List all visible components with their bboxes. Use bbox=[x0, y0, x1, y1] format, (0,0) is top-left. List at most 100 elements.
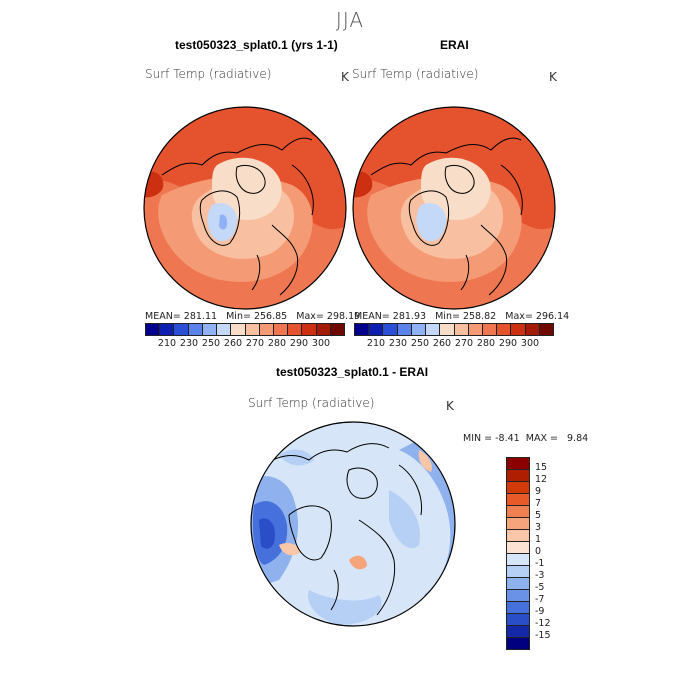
diff-colorbar bbox=[506, 457, 530, 650]
colorbar-swatch bbox=[397, 324, 412, 335]
colorbar-swatch bbox=[468, 324, 483, 335]
colorbar-tick-label: -3 bbox=[535, 570, 545, 581]
colorbar-swatch bbox=[440, 324, 455, 335]
panel1-title: test050323_splat0.1 (yrs 1-1) bbox=[175, 38, 338, 52]
panel2-stats: MEAN= 281.93 Min= 258.82 Max= 296.14 bbox=[354, 311, 569, 322]
panel1-colorbar-ticks: 210 230 250 260 270 280 290 300 bbox=[145, 338, 343, 350]
panel1-variable-label: Surf Temp (radiative) bbox=[145, 67, 272, 81]
colorbar-swatch bbox=[426, 324, 441, 335]
colorbar-swatch bbox=[160, 324, 175, 335]
colorbar-swatch bbox=[217, 324, 232, 335]
colorbar-swatch bbox=[507, 542, 529, 554]
panel2-min-value: 258.82 bbox=[462, 311, 497, 322]
panel2-coastlines bbox=[370, 137, 523, 296]
colorbar-swatch bbox=[273, 324, 289, 335]
diff-panel-title: test050323_splat0.1 - ERAI bbox=[276, 365, 429, 379]
colorbar-swatch bbox=[355, 324, 370, 335]
colorbar-tick-label: 250 bbox=[201, 338, 221, 349]
colorbar-swatch bbox=[507, 482, 529, 494]
colorbar-tick-label: 210 bbox=[157, 338, 177, 349]
diff-colorbar-ticks: 15 12 9 7 5 3 1 0 -1 -3 -5 -7 -9 -12 -15 bbox=[535, 457, 575, 641]
colorbar-swatch bbox=[507, 506, 529, 518]
colorbar-tick-label: 300 bbox=[520, 338, 540, 349]
colorbar-swatch bbox=[507, 578, 529, 590]
colorbar-swatch bbox=[302, 324, 317, 335]
colorbar-swatch bbox=[507, 626, 529, 638]
colorbar-tick-label: 9 bbox=[535, 486, 542, 497]
colorbar-swatch bbox=[507, 470, 529, 482]
colorbar-tick-label: 1 bbox=[535, 534, 542, 545]
colorbar-swatch bbox=[369, 324, 384, 335]
colorbar-tick-label: 12 bbox=[535, 474, 548, 485]
colorbar-tick-label: 0 bbox=[535, 546, 542, 557]
diff-variable-label: Surf Temp (radiative) bbox=[248, 396, 375, 410]
colorbar-tick-label: 280 bbox=[476, 338, 496, 349]
panel1-temperature-field bbox=[144, 107, 346, 309]
colorbar-tick-label: 7 bbox=[535, 498, 542, 509]
panel2-colorbar-ticks: 210 230 250 260 270 280 290 300 bbox=[354, 338, 552, 350]
panel1-min-value: 256.85 bbox=[253, 311, 288, 322]
panel2-temperature-field bbox=[353, 107, 555, 309]
colorbar-swatch bbox=[202, 324, 218, 335]
diff-max-label: MAX = bbox=[525, 433, 558, 444]
panel1-coastlines bbox=[161, 137, 314, 296]
colorbar-tick-label: -5 bbox=[535, 582, 545, 593]
colorbar-tick-label: 230 bbox=[388, 338, 408, 349]
colorbar-swatch bbox=[539, 324, 554, 335]
panel1-min-label: Min= bbox=[226, 311, 251, 322]
colorbar-swatch bbox=[497, 324, 512, 335]
colorbar-tick-label: -9 bbox=[535, 606, 545, 617]
diff-max-value: 9.84 bbox=[567, 433, 589, 444]
panel2-max-value: 296.14 bbox=[535, 311, 570, 322]
colorbar-tick-label: 260 bbox=[223, 338, 243, 349]
colorbar-swatch bbox=[525, 324, 540, 335]
panel1-max-value: 298.19 bbox=[326, 311, 361, 322]
colorbar-swatch bbox=[174, 324, 189, 335]
panel2-mean-value: 281.93 bbox=[392, 311, 427, 322]
panel1-colorbar bbox=[145, 323, 345, 336]
colorbar-swatch bbox=[507, 518, 529, 530]
diff-minmax: MIN = -8.41 MAX = 9.84 bbox=[463, 433, 588, 444]
colorbar-swatch bbox=[507, 458, 529, 470]
colorbar-swatch bbox=[288, 324, 303, 335]
colorbar-tick-label: 260 bbox=[432, 338, 452, 349]
colorbar-tick-label: 15 bbox=[535, 462, 548, 473]
colorbar-tick-label: 230 bbox=[179, 338, 199, 349]
colorbar-tick-label: -15 bbox=[535, 630, 551, 641]
colorbar-swatch bbox=[507, 530, 529, 542]
diff-min-value: -8.41 bbox=[495, 433, 520, 444]
diff-min-label: MIN = bbox=[463, 433, 493, 444]
colorbar-swatch bbox=[245, 324, 260, 335]
colorbar-swatch bbox=[259, 324, 274, 335]
colorbar-swatch bbox=[146, 324, 161, 335]
panel2-variable-label: Surf Temp (radiative) bbox=[352, 67, 479, 81]
panel2-mean-label: MEAN= bbox=[354, 311, 390, 322]
panel1-mean-value: 281.11 bbox=[183, 311, 218, 322]
colorbar-swatch bbox=[316, 324, 331, 335]
panel2-max-label: Max= bbox=[505, 311, 533, 322]
colorbar-swatch bbox=[231, 324, 246, 335]
panel2-units: K bbox=[549, 70, 557, 84]
panel1-polar-map bbox=[143, 106, 347, 310]
colorbar-swatch bbox=[188, 324, 203, 335]
colorbar-swatch bbox=[511, 324, 526, 335]
colorbar-tick-label: 3 bbox=[535, 522, 542, 533]
colorbar-swatch bbox=[507, 638, 529, 649]
colorbar-tick-label: 210 bbox=[366, 338, 386, 349]
colorbar-tick-label: 300 bbox=[311, 338, 331, 349]
colorbar-swatch bbox=[330, 324, 345, 335]
colorbar-swatch bbox=[507, 602, 529, 614]
panel1-units: K bbox=[341, 70, 349, 84]
diff-units: K bbox=[446, 399, 454, 413]
colorbar-tick-label: 290 bbox=[289, 338, 309, 349]
panel1-max-label: Max= bbox=[296, 311, 324, 322]
colorbar-tick-label: 280 bbox=[267, 338, 287, 349]
colorbar-swatch bbox=[507, 494, 529, 506]
colorbar-tick-label: 250 bbox=[410, 338, 430, 349]
colorbar-swatch bbox=[507, 554, 529, 566]
colorbar-tick-label: -7 bbox=[535, 594, 545, 605]
panel2-polar-map bbox=[352, 106, 556, 310]
colorbar-tick-label: 270 bbox=[454, 338, 474, 349]
season-title: JJA bbox=[335, 8, 365, 32]
colorbar-tick-label: -1 bbox=[535, 558, 545, 569]
